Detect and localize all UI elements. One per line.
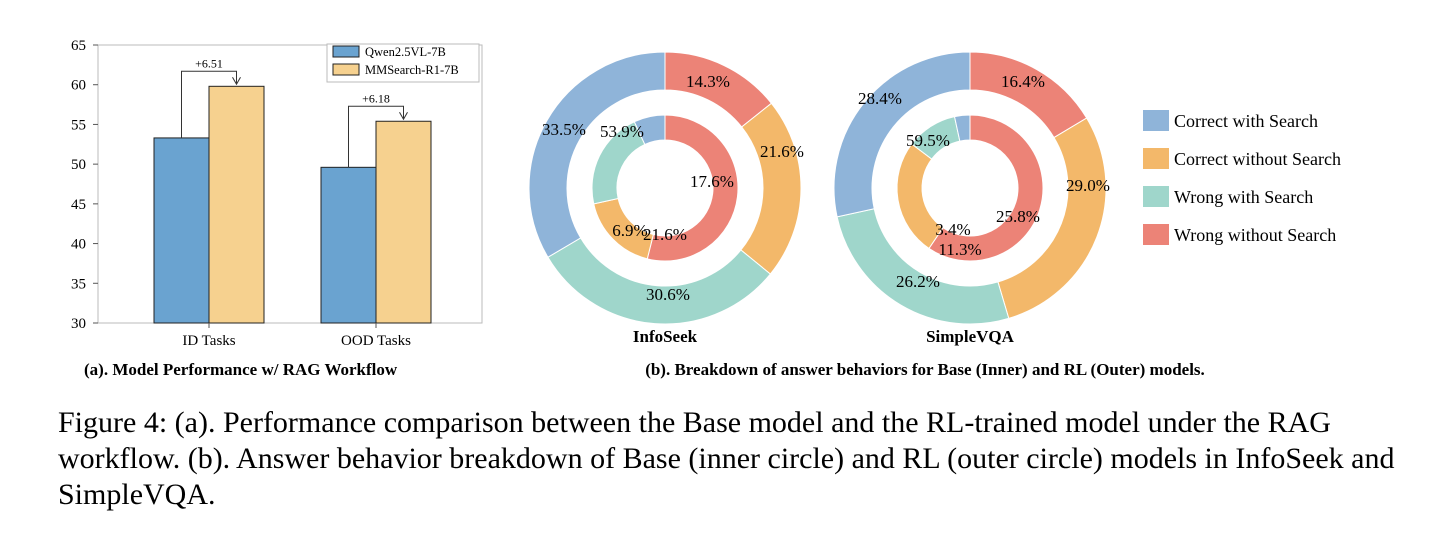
outer-slice-label: 14.3% [686, 72, 730, 91]
legend-label-3: Wrong without Search [1174, 225, 1336, 245]
donut-name: SimpleVQA [926, 327, 1015, 346]
improvement-bracket [181, 70, 237, 138]
legend-label-2: Wrong with Search [1174, 187, 1313, 207]
bar-qwen-1 [320, 166, 377, 324]
legend-swatch-0 [1143, 110, 1169, 131]
improvement-label: +6.18 [362, 91, 390, 105]
donut-simplevqa: 28.4% 29.0% 26.2% 16.4% 3.4% 25.8% 11.3% 59.5% S… [833, 51, 1110, 346]
inner-slice-correct-with-search [633, 114, 666, 146]
outer-slice-label: 21.6% [760, 142, 804, 161]
legend-label-0: Correct with Search [1174, 111, 1318, 131]
legend-swatch-1 [1143, 148, 1169, 169]
legend-label-1: Correct without Search [1174, 149, 1341, 169]
bar-mmsearch-0 [208, 85, 265, 324]
inner-slice-label: 3.4% [935, 220, 970, 239]
legend-swatch-2 [1143, 186, 1169, 207]
outer-slice-label: 16.4% [1001, 72, 1045, 91]
improvement-bracket [348, 105, 404, 168]
inner-slice-label: 59.5% [906, 131, 950, 150]
inner-slice-wrong-without-search [646, 114, 739, 262]
donut-chart-title: (b). Breakdown of answer behaviors for B… [645, 360, 1205, 379]
legend-swatch-0 [332, 45, 360, 58]
arrow-head-icon [232, 77, 241, 86]
inner-slice-label: 6.9% [612, 221, 647, 240]
y-tick-label: 40 [71, 237, 86, 253]
legend-label-1: MMSearch-R1-7B [365, 63, 459, 77]
improvement-label: +6.51 [195, 56, 223, 70]
figure-caption: Figure 4: (a). Performance comparison be… [58, 406, 1395, 511]
outer-slice-correct-with-search [528, 51, 666, 258]
arrow-head-icon [399, 112, 408, 121]
inner-slice-correct-with-search [953, 114, 971, 142]
bar-chart-title: (a). Model Performance w/ RAG Workflow [84, 360, 398, 379]
inner-slice-wrong-without-search [928, 114, 1044, 262]
bar-chart-panel: 30 35 40 45 50 55 60 65 ID Tasks OOD Tasks +6.51… [71, 38, 483, 379]
inner-slice-label: 21.6% [643, 225, 687, 244]
inner-slice-label: 25.8% [996, 207, 1040, 226]
outer-slice-label: 29.0% [1066, 176, 1110, 195]
legend-label-0: Qwen2.5VL-7B [365, 45, 446, 59]
legend-swatch-3 [1143, 224, 1169, 245]
inner-slice-label: 17.6% [690, 172, 734, 191]
outer-slice-label: 30.6% [646, 285, 690, 304]
y-tick-label: 30 [71, 316, 86, 332]
donut-infoseek: 33.5% 21.6% 30.6% 14.3% 6.9% 17.6% 21.6% 53.9% I… [528, 51, 804, 346]
inner-slice-label: 53.9% [600, 122, 644, 141]
y-tick-label: 50 [71, 157, 86, 173]
outer-slice-correct-with-search [833, 51, 971, 218]
donut-chart-panel: 33.5% 21.6% 30.6% 14.3% 6.9% 17.6% 21.6% 53.9% I… [528, 51, 1341, 379]
y-tick-label: 55 [71, 117, 86, 133]
y-tick-label: 65 [71, 38, 86, 54]
y-tick-label: 45 [71, 197, 86, 213]
bar-mmsearch-1 [375, 120, 432, 324]
outer-slice-label: 28.4% [858, 89, 902, 108]
plot-frame [97, 44, 483, 324]
bar-qwen-0 [153, 137, 210, 324]
inner-slice-label: 11.3% [938, 240, 981, 259]
x-tick-label: OOD Tasks [341, 333, 411, 349]
outer-slice-label: 26.2% [896, 272, 940, 291]
outer-slice-correct-without-search [740, 102, 802, 275]
outer-slice-label: 33.5% [542, 120, 586, 139]
y-tick-label: 35 [71, 276, 86, 292]
x-tick-label: ID Tasks [182, 333, 235, 349]
donut-name: InfoSeek [633, 327, 698, 346]
y-tick-label: 60 [71, 78, 86, 94]
legend-swatch-1 [332, 63, 360, 76]
